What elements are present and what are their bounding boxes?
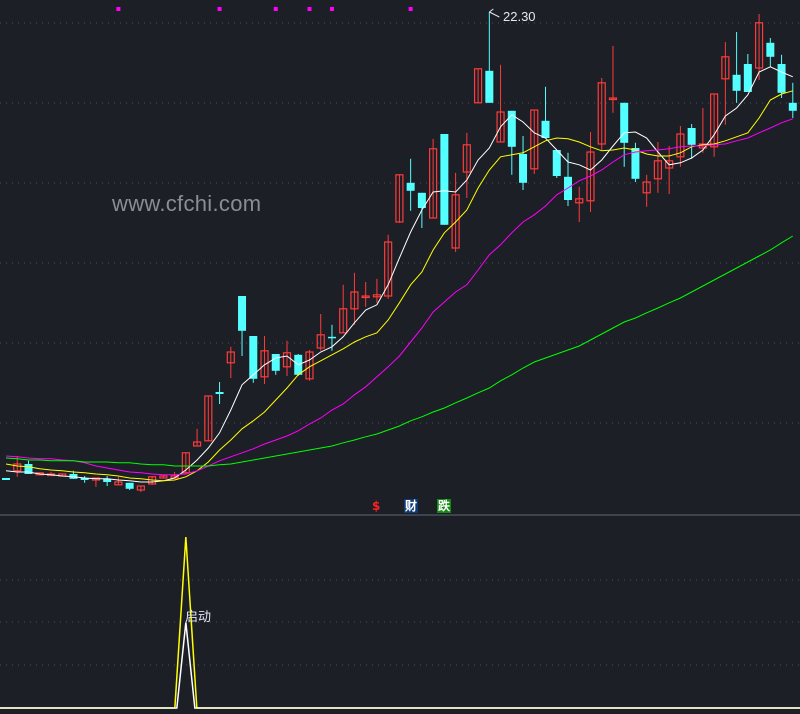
candle-body-up — [608, 97, 618, 101]
moving-average-line-1 — [5, 66, 793, 483]
candle-body-down — [417, 192, 426, 208]
candle-body-down — [125, 482, 134, 489]
candle-body-up — [597, 82, 606, 145]
high-price-label: 22.30 — [503, 9, 536, 24]
candle-body-down — [631, 148, 640, 179]
grid — [0, 22, 800, 666]
candle-body-up — [159, 475, 168, 479]
candle-body-up — [136, 485, 145, 491]
legend-dollar: $ — [372, 499, 381, 513]
candle-body-down — [732, 74, 741, 91]
candle-body-up — [395, 174, 404, 223]
candle-body-down — [507, 110, 516, 147]
candle-body-down — [485, 70, 494, 103]
candles — [2, 12, 797, 492]
candle-body-down — [80, 478, 89, 480]
candle-body-down — [743, 64, 752, 92]
candle-body-down — [766, 42, 775, 57]
top-marker — [408, 7, 413, 11]
moving-average-line-2 — [5, 90, 793, 482]
candle-body-down — [519, 154, 528, 183]
candle-body-down — [103, 478, 112, 482]
top-marker — [273, 7, 278, 11]
watermark: www.cfchi.com — [112, 191, 262, 216]
high-marker — [489, 8, 500, 18]
moving-average-line-3 — [5, 118, 793, 476]
candle-body-up — [653, 160, 663, 180]
signal-panel — [0, 536, 800, 709]
candle-body-up — [316, 334, 325, 349]
candle-body-up — [721, 56, 730, 80]
candle-body-up — [586, 151, 595, 202]
candle-body-up — [642, 181, 651, 194]
candle-body-up — [530, 109, 539, 170]
candle-body-up — [710, 93, 719, 148]
candle-body-down — [687, 128, 696, 145]
legend-die: 跌 — [437, 499, 452, 513]
candle-body-up — [181, 452, 190, 474]
top-marker — [116, 7, 121, 11]
candle-body-up — [361, 295, 370, 299]
candle-body-up — [496, 111, 505, 143]
top-marker — [329, 7, 334, 11]
candle-body-down — [24, 464, 33, 474]
signal-line-2 — [0, 622, 800, 709]
legend-cai: 财 — [404, 499, 419, 513]
candle-body-up — [676, 133, 685, 158]
candle-body-up — [260, 350, 269, 378]
candle-body-down — [552, 150, 561, 176]
candle-body-down — [215, 392, 224, 394]
candle-body-down — [406, 182, 415, 191]
candle-body-down — [777, 64, 786, 93]
candle-body-down — [620, 102, 629, 143]
candle-body-up — [350, 291, 359, 310]
top-markers — [116, 7, 413, 11]
high-pointer — [489, 8, 500, 18]
moving-averages — [5, 66, 794, 483]
candle-body-up — [384, 241, 393, 297]
signal-label: 启动 — [185, 610, 212, 625]
top-marker — [307, 7, 312, 11]
candle-body-up — [473, 68, 483, 104]
candle-body-down — [440, 134, 449, 225]
candle-body-up — [226, 351, 235, 364]
candle-body-down — [788, 102, 797, 111]
candle-body-down — [2, 478, 10, 480]
candle-body-up — [204, 395, 213, 442]
candle-body-up — [754, 22, 764, 69]
top-marker — [217, 7, 222, 11]
candle-body-up — [575, 198, 584, 204]
candle-body-up — [462, 144, 471, 173]
candle-body-down — [327, 336, 336, 339]
candle-body-down — [238, 296, 247, 331]
candle-body-up — [451, 194, 460, 249]
candle-body-up — [114, 481, 123, 486]
candle-body-up — [372, 294, 382, 298]
candle-body-up — [13, 463, 22, 472]
candle-body-down — [271, 354, 280, 371]
candle-body-up — [282, 352, 292, 368]
candle-body-down — [541, 120, 550, 138]
candle-body-up — [192, 441, 202, 447]
candle-body-up — [429, 148, 438, 219]
candle-body-up — [339, 308, 348, 334]
moving-average-line-4 — [5, 235, 794, 467]
candle-body-down — [249, 336, 258, 379]
